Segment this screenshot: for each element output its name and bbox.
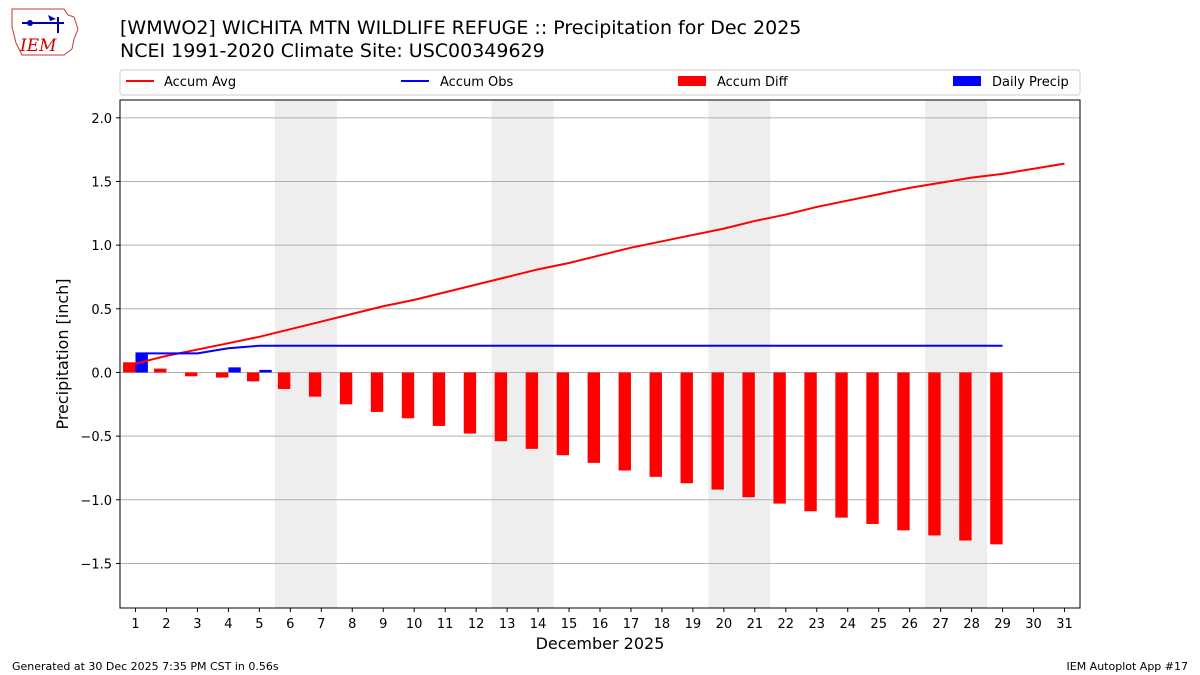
accum-avg-line (135, 162, 1065, 365)
x-tick-label: 10 (406, 617, 423, 632)
accum-diff-bar (246, 372, 260, 382)
accum-diff-bar (928, 372, 941, 536)
accum-obs-line (135, 344, 1003, 355)
accum-diff-bar (308, 372, 322, 397)
x-tick-label: 14 (530, 617, 547, 632)
chart-title: [WMWO2] WICHITA MTN WILDLIFE REFUGE :: P… (120, 17, 802, 39)
daily-precip-bar (259, 369, 272, 373)
legend-accum-obs-label: Accum Obs (440, 75, 513, 90)
x-tick-label: 16 (592, 617, 609, 632)
x-tick-label: 22 (778, 617, 795, 632)
weekend-band (708, 100, 771, 608)
y-tick-label: 1.0 (91, 239, 112, 254)
y-tick-label: −1.5 (80, 557, 112, 572)
x-tick-label: 19 (685, 617, 702, 632)
accum-diff-bar (494, 372, 508, 442)
y-tick-label: 0.5 (91, 303, 112, 318)
x-tick-label: 5 (255, 617, 263, 632)
accum-diff-bar (835, 372, 848, 518)
accum-diff-bar (370, 372, 384, 412)
x-tick-label: 1 (131, 617, 139, 632)
x-tick-label: 11 (437, 617, 454, 632)
accum-diff-bar (463, 372, 477, 434)
accum-diff-bar (432, 372, 446, 426)
x-tick-label: 9 (379, 617, 387, 632)
accum-diff-bar (959, 372, 972, 541)
accum-diff-bar (649, 372, 662, 477)
x-tick-label: 29 (994, 617, 1011, 632)
accum-diff-bar (742, 372, 755, 498)
x-tick-label: 17 (623, 617, 640, 632)
x-tick-label: 27 (932, 617, 949, 632)
legend-accum-diff-label: Accum Diff (717, 75, 789, 90)
y-tick-label: 2.0 (91, 112, 112, 127)
accum-diff-bar (618, 372, 631, 471)
x-tick-label: 2 (162, 617, 170, 632)
accum-diff-bar (525, 372, 539, 449)
x-tick-label: 13 (499, 617, 516, 632)
chart-subtitle: NCEI 1991-2020 Climate Site: USC00349629 (120, 40, 545, 62)
x-tick-label: 20 (716, 617, 733, 632)
accum-diff-bar (773, 372, 786, 504)
x-tick-label: 28 (963, 617, 980, 632)
weekend-band (274, 100, 337, 608)
x-tick-label: 7 (317, 617, 325, 632)
accum-diff-bar (277, 372, 291, 390)
daily-precip-bar (228, 367, 241, 373)
accum-diff-bar (866, 372, 879, 524)
accum-diff-bar (154, 368, 167, 373)
y-tick-label: −0.5 (80, 430, 112, 445)
y-tick-label: −1.0 (80, 494, 112, 509)
accum-diff-bar (401, 372, 415, 419)
x-tick-label: 21 (747, 617, 764, 632)
x-tick-label: 4 (224, 617, 232, 632)
x-tick-label: 12 (468, 617, 485, 632)
x-tick-label: 15 (561, 617, 578, 632)
accum-diff-bar (216, 372, 229, 378)
accum-diff-bar (804, 372, 817, 512)
app-label: IEM Autoplot App #17 (1066, 660, 1189, 673)
accum-diff-bar (711, 372, 724, 490)
accum-diff-bar (123, 362, 136, 373)
accum-diff-bar (587, 372, 600, 463)
accum-diff-bar (680, 372, 693, 484)
x-tick-label: 8 (348, 617, 356, 632)
x-tick-label: 30 (1025, 617, 1042, 632)
plot-frame (119, 99, 1081, 609)
y-axis-label: Precipitation [inch] (53, 278, 72, 429)
x-tick-label: 6 (286, 617, 294, 632)
accum-diff-bar (990, 372, 1003, 545)
legend-accum-avg-label: Accum Avg (164, 75, 236, 90)
legend-accum-diff-swatch (678, 76, 706, 86)
iem-logo: IEM (11, 8, 79, 56)
accum-diff-bar (556, 372, 570, 456)
accum-diff-bar (897, 372, 910, 531)
daily-precip-bar (135, 353, 148, 373)
x-tick-label: 23 (809, 617, 826, 632)
legend-daily-precip-label: Daily Precip (992, 75, 1069, 90)
x-tick-label: 3 (193, 617, 201, 632)
generated-timestamp: Generated at 30 Dec 2025 7:35 PM CST in … (12, 660, 279, 673)
accum-diff-bar (339, 372, 353, 405)
x-tick-label: 25 (870, 617, 887, 632)
y-tick-label: 0.0 (91, 366, 112, 381)
x-axis-label: December 2025 (536, 634, 665, 653)
x-tick-label: 26 (901, 617, 918, 632)
legend-daily-precip-swatch (953, 76, 981, 86)
x-tick-label: 18 (654, 617, 671, 632)
weekend-band (491, 100, 554, 608)
x-tick-label: 31 (1056, 617, 1073, 632)
logo-text: IEM (19, 36, 57, 56)
x-tick-label: 24 (839, 617, 856, 632)
accum-diff-bar (185, 372, 198, 377)
weekend-band (925, 100, 988, 608)
y-tick-label: 1.5 (91, 175, 112, 190)
legend-box (119, 69, 1081, 96)
